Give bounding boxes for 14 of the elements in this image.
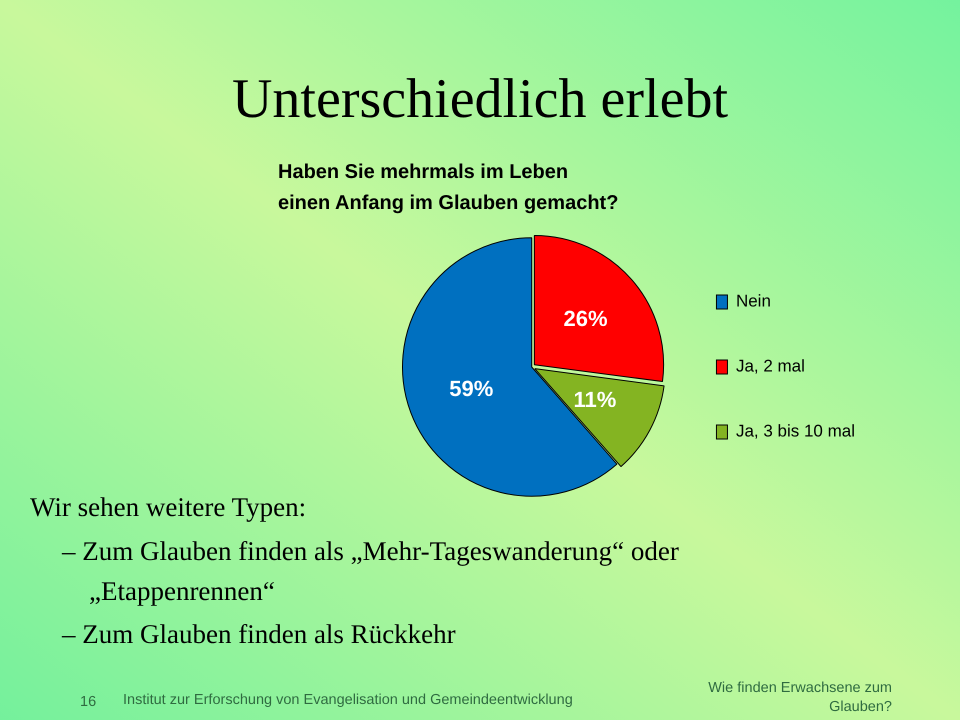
text: Wir sehen weitere Typen: [30,491,308,524]
text: 16 [80,693,96,712]
chart-subtitle: Haben Sie mehrmals im Leben einen Anfang im Glauben gemacht? [278,160,620,216]
data-label: 26% [564,306,608,331]
text: Wie finden Erwachsene zum Glauben? [707,679,892,717]
data-label: 59% [449,376,494,401]
data-label: 11% [573,386,616,412]
text: – Zum Glauben finden als „Mehr-Tageswanderung“ oder „Etappenrennen“ [62,535,680,608]
legend-label: Ja, 2 mal [736,356,805,376]
text: Institut zur Erforschung von Evangelisation und Gemeindeentwicklung [123,691,573,710]
legend-label: Nein [736,292,771,311]
chart-title: Unterschiedlich erlebt [230,68,729,130]
legend-label: Ja, 3 bis 10 mal [736,422,856,441]
text: – Zum Glauben finden als Rückkehr [62,618,457,651]
